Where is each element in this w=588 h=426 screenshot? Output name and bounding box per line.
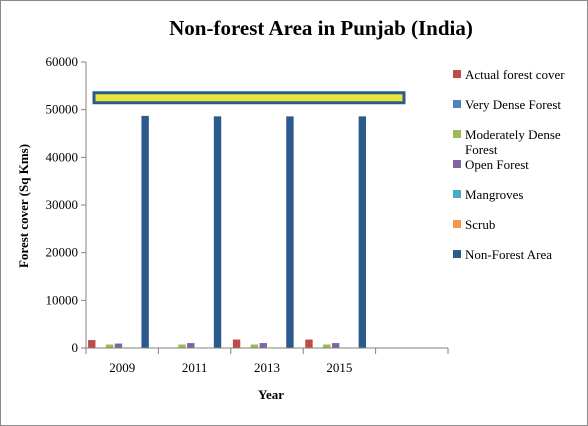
- x-tick-label: 2013: [254, 360, 280, 375]
- legend-label: Non-Forest Area: [465, 247, 552, 262]
- chart-title: Non-forest Area in Punjab (India): [169, 16, 473, 40]
- y-tick-label: 40000: [46, 149, 79, 164]
- bars: [88, 115, 367, 348]
- bar-open-forest-2009: [114, 343, 123, 348]
- y-tick-label: 0: [72, 340, 79, 355]
- y-tick-label: 10000: [46, 292, 79, 307]
- bar-non-forest-area-2009: [141, 115, 149, 348]
- y-tick-label: 20000: [46, 245, 79, 260]
- bar-actual-forest-cover-2013: [232, 339, 241, 348]
- bar-non-forest-area-2015: [358, 116, 367, 348]
- x-axis-label: Year: [258, 387, 284, 402]
- legend-swatch: [453, 250, 461, 258]
- bar-actual-forest-cover-2015: [305, 339, 313, 348]
- legend-swatch: [453, 220, 461, 228]
- legend-swatch: [453, 160, 461, 168]
- legend-label: Mangroves: [465, 187, 524, 202]
- x-tick-label: 2015: [326, 360, 352, 375]
- x-axis-ticks: 2009 2011 2013 2015: [85, 348, 449, 375]
- bar-moderately-dense-forest-2015: [323, 344, 331, 348]
- y-axis-label: Forest cover (Sq Kms): [16, 144, 31, 268]
- x-tick-label: 2009: [109, 360, 135, 375]
- legend-swatch: [453, 130, 461, 138]
- legend-swatch: [453, 100, 461, 108]
- bar-actual-forest-cover-2009: [88, 340, 96, 348]
- bar-open-forest-2011: [187, 343, 195, 348]
- legend: Actual forest cover Very Dense Forest Mode…: [453, 67, 565, 262]
- legend-swatch: [453, 190, 461, 198]
- bar-moderately-dense-forest-2013: [250, 344, 259, 348]
- legend-swatch: [453, 70, 461, 78]
- legend-label: Moderately Dense Forest: [465, 127, 561, 157]
- highlight-band: [92, 91, 406, 105]
- y-tick-label: 30000: [46, 197, 79, 212]
- bar-non-forest-area-2013: [286, 116, 294, 348]
- legend-label: Actual forest cover: [465, 67, 565, 82]
- x-tick-label: 2011: [182, 360, 208, 375]
- y-tick-label: 50000: [46, 102, 79, 117]
- y-axis-ticks: 0 10000 20000 30000 40000 50000 60000: [46, 54, 86, 355]
- bar-moderately-dense-forest-2009: [105, 344, 114, 348]
- bar-non-forest-area-2011: [213, 116, 222, 348]
- legend-label: Open Forest: [465, 157, 529, 172]
- bar-open-forest-2015: [331, 343, 340, 348]
- legend-label: Scrub: [465, 217, 495, 232]
- legend-label: Very Dense Forest: [465, 97, 561, 112]
- y-tick-label: 60000: [46, 54, 79, 69]
- bar-moderately-dense-forest-2011: [178, 344, 186, 348]
- bar-open-forest-2013: [259, 343, 267, 348]
